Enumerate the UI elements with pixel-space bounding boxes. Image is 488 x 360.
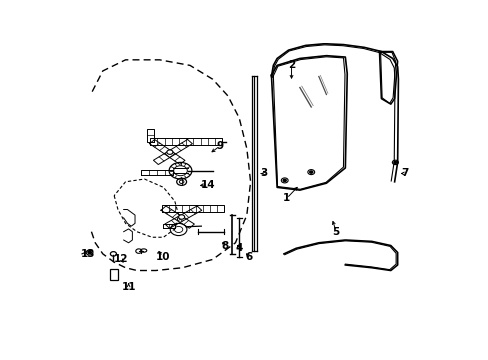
Text: 3: 3 (260, 168, 267, 179)
Text: 11: 11 (121, 282, 136, 292)
Text: 9: 9 (216, 141, 224, 151)
Text: 10: 10 (155, 252, 170, 262)
Text: 1: 1 (283, 193, 290, 203)
Text: 6: 6 (245, 252, 252, 262)
Bar (109, 269, 118, 280)
Text: 5: 5 (332, 227, 339, 237)
Circle shape (178, 215, 184, 219)
Text: 12: 12 (114, 255, 128, 264)
Text: 2: 2 (287, 60, 295, 70)
Circle shape (88, 251, 91, 253)
Circle shape (283, 179, 285, 181)
Circle shape (166, 150, 173, 154)
Text: 8: 8 (221, 240, 228, 251)
Text: 14: 14 (201, 180, 215, 190)
Circle shape (309, 171, 312, 173)
Text: 7: 7 (401, 168, 408, 179)
Circle shape (393, 161, 396, 163)
Text: 4: 4 (235, 243, 243, 253)
Text: 13: 13 (81, 249, 96, 259)
